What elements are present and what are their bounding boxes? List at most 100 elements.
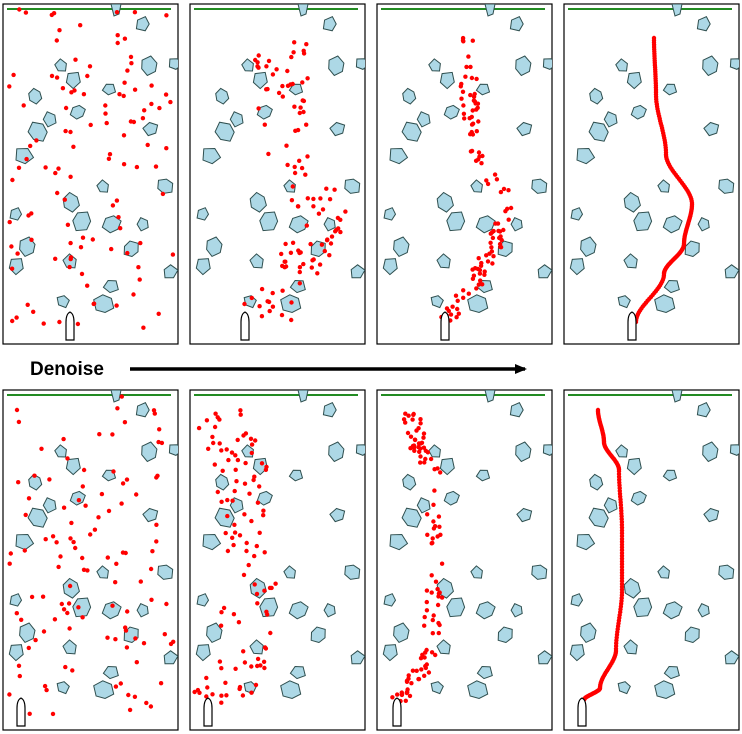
obstacle-polygon — [662, 601, 683, 620]
obstacle-polygon — [229, 111, 244, 128]
path-point — [432, 524, 438, 529]
path-point — [132, 87, 138, 92]
path-point — [501, 227, 506, 233]
panel-top-noisy — [2, 3, 179, 345]
path-point — [154, 522, 159, 527]
path-point — [14, 611, 19, 616]
path-point — [422, 673, 427, 678]
path-point — [466, 291, 471, 296]
obstacle-polygon — [135, 402, 150, 418]
path-point — [103, 111, 108, 116]
path-point — [421, 445, 427, 450]
panel-top-partially-denoised — [189, 3, 366, 345]
path-point — [279, 251, 284, 257]
path-point — [435, 602, 441, 608]
path-point — [418, 656, 424, 661]
path-point — [291, 50, 296, 55]
obstacle-polygon — [510, 217, 523, 232]
path-point — [129, 61, 134, 66]
path-point — [157, 427, 162, 432]
path-point — [470, 121, 476, 126]
obstacle-polygon — [662, 215, 683, 234]
path-point — [479, 260, 484, 266]
path-point — [88, 532, 93, 537]
obstacle-polygon — [288, 83, 304, 96]
path-point — [75, 321, 81, 327]
path-point — [110, 603, 115, 608]
path-point — [334, 227, 339, 233]
path-point — [246, 562, 251, 568]
path-point — [54, 38, 59, 43]
obstacle-polygon — [589, 473, 604, 491]
path-point — [477, 271, 483, 276]
path-point — [426, 670, 432, 675]
path-point — [266, 151, 271, 157]
path-point — [491, 254, 496, 259]
path-point — [26, 496, 32, 501]
path-point — [292, 104, 297, 109]
path-point — [418, 460, 423, 465]
obstacle-polygon — [603, 111, 618, 128]
obstacle-polygon — [280, 680, 302, 700]
path-point — [105, 635, 110, 640]
path-point — [114, 303, 119, 308]
path-point — [439, 595, 445, 600]
obstacle-polygon — [69, 104, 86, 120]
path-point — [416, 426, 421, 431]
path-point — [138, 579, 143, 584]
path-point — [219, 499, 224, 504]
path-point — [78, 245, 84, 250]
obstacle-polygon — [576, 147, 596, 165]
path-point — [435, 586, 440, 592]
path-point — [240, 693, 246, 698]
obstacle-polygon — [439, 71, 455, 90]
obstacle-polygon — [542, 444, 552, 456]
path-point — [14, 315, 19, 320]
path-point — [470, 267, 475, 272]
obstacle-polygon — [569, 258, 585, 276]
path-point — [466, 54, 471, 59]
path-point — [223, 530, 228, 536]
obstacle-polygon — [443, 490, 460, 506]
path-point — [49, 73, 55, 79]
path-point — [432, 488, 437, 493]
obstacle-polygon — [96, 179, 109, 193]
path-point — [121, 93, 126, 99]
path-point — [164, 146, 169, 151]
path-point — [210, 434, 215, 440]
path-point — [303, 172, 308, 177]
path-point — [311, 257, 316, 262]
path-point — [124, 477, 130, 482]
obstacle-polygon — [142, 121, 159, 137]
path-point — [119, 501, 124, 506]
path-point — [288, 82, 293, 87]
path-point — [416, 676, 421, 682]
obstacle-polygon — [249, 253, 264, 269]
path-point — [120, 481, 126, 486]
boat-icon — [65, 311, 75, 341]
path-point — [461, 295, 466, 300]
path-point — [211, 440, 216, 446]
path-point — [431, 613, 436, 618]
path-point — [292, 170, 298, 176]
path-point — [270, 72, 276, 77]
path-point — [225, 497, 230, 503]
obstacle-polygon — [214, 507, 235, 528]
obstacle-polygon — [215, 473, 230, 491]
path-point — [419, 440, 425, 445]
obstacle-polygon — [509, 402, 524, 418]
obstacle-polygon — [382, 258, 398, 276]
path-point — [417, 449, 422, 454]
path-point — [421, 435, 426, 440]
path-point — [311, 204, 316, 209]
path-point — [399, 692, 405, 697]
path-point — [411, 411, 416, 417]
path-point — [419, 667, 424, 672]
path-point — [122, 80, 127, 85]
path-point — [477, 154, 482, 159]
path-point — [433, 652, 438, 658]
path-point — [231, 612, 237, 617]
path-point — [425, 532, 430, 537]
path-point — [448, 312, 454, 317]
obstacle-polygon — [382, 644, 398, 662]
